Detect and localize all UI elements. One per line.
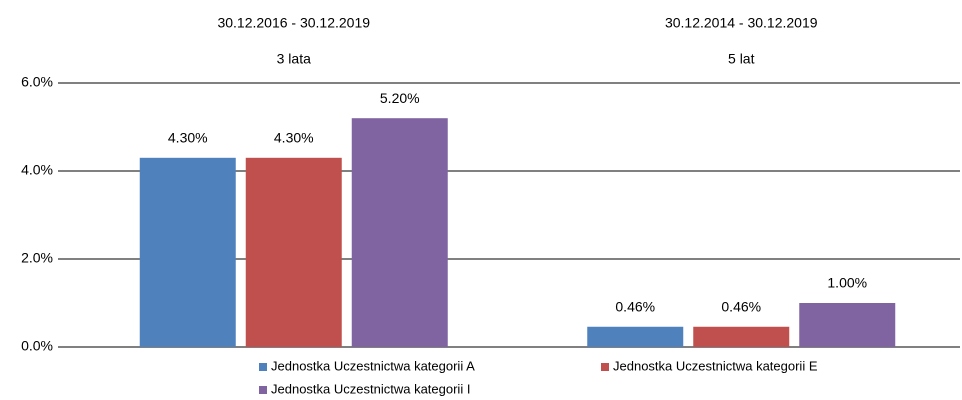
bar	[351, 118, 448, 347]
data-label: 4.30%	[168, 130, 208, 146]
data-label: 1.00%	[827, 275, 867, 291]
bar	[799, 303, 896, 347]
legend-label: Jednostka Uczestnictwa kategorii I	[271, 381, 470, 396]
data-label: 5.20%	[380, 90, 420, 106]
y-tick-label: 6.0%	[21, 74, 53, 90]
category-sublabel: 3 lata	[277, 51, 311, 67]
category-sublabel: 5 lat	[728, 51, 755, 67]
legend-swatch	[259, 363, 267, 371]
y-tick-label: 0.0%	[21, 338, 53, 354]
data-label: 0.46%	[721, 298, 761, 314]
data-label: 4.30%	[274, 130, 314, 146]
legend-swatch	[601, 363, 609, 371]
bar	[139, 157, 236, 347]
bar	[245, 157, 342, 347]
bar	[587, 326, 684, 347]
bar	[693, 326, 790, 347]
category-label: 30.12.2016 - 30.12.2019	[217, 15, 370, 31]
legend-swatch	[259, 386, 267, 394]
data-label: 0.46%	[615, 298, 655, 314]
category-label: 30.12.2014 - 30.12.2019	[665, 15, 818, 31]
legend-label: Jednostka Uczestnictwa kategorii E	[613, 358, 818, 373]
legend-label: Jednostka Uczestnictwa kategorii A	[271, 358, 475, 373]
y-tick-label: 2.0%	[21, 250, 53, 266]
y-tick-label: 4.0%	[21, 162, 53, 178]
